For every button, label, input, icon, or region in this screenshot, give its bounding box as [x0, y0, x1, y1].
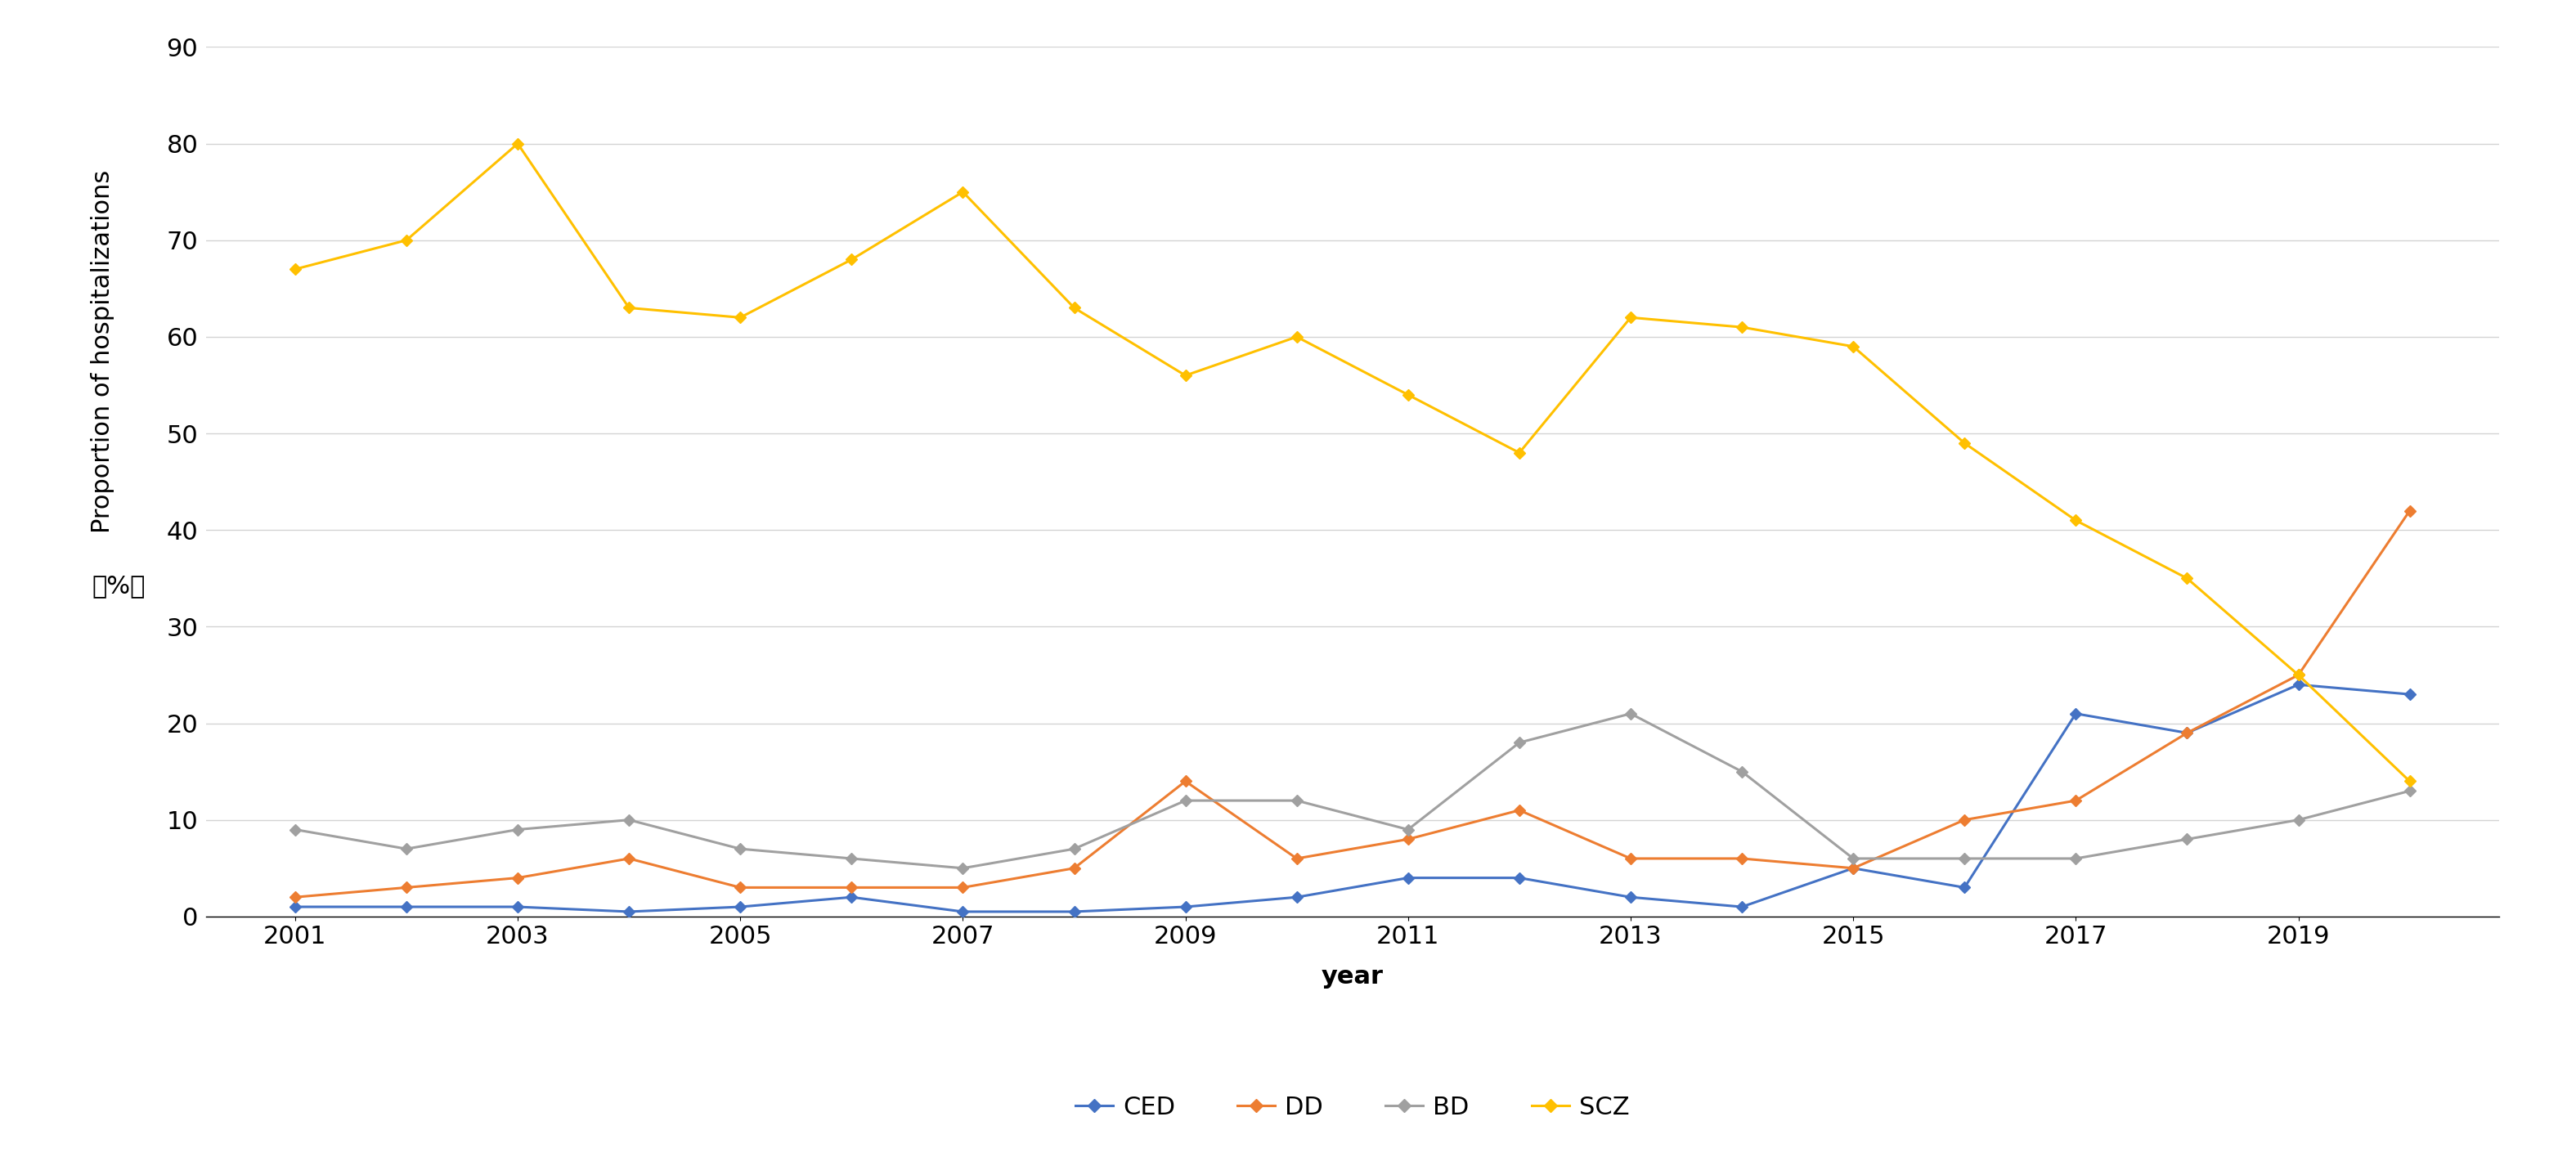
SCZ [392, 233, 422, 247]
DD [1394, 832, 1425, 846]
CED [502, 900, 533, 914]
CED [837, 891, 868, 905]
Line: DD: DD [291, 506, 2414, 901]
DD [1615, 852, 1646, 866]
BD [1170, 793, 1200, 807]
CED [1280, 891, 1311, 905]
BD [1504, 736, 1535, 750]
DD [2282, 667, 2313, 682]
DD [392, 880, 422, 894]
Line: SCZ: SCZ [291, 140, 2414, 785]
DD [1950, 813, 1981, 827]
BD [1615, 706, 1646, 720]
CED [1950, 880, 1981, 894]
CED [1170, 900, 1200, 914]
CED [1059, 905, 1090, 919]
DD [613, 852, 644, 866]
CED [948, 905, 979, 919]
DD [1059, 861, 1090, 875]
CED [1837, 861, 1868, 875]
Line: CED: CED [291, 680, 2414, 915]
SCZ [837, 253, 868, 267]
BD [613, 813, 644, 827]
CED [724, 900, 755, 914]
CED [613, 905, 644, 919]
BD [1394, 822, 1425, 837]
SCZ [281, 262, 312, 276]
SCZ [1950, 436, 1981, 450]
SCZ [613, 301, 644, 315]
Text: Proportion of hospitalizations: Proportion of hospitalizations [90, 169, 116, 533]
CED [2393, 687, 2424, 701]
BD [1059, 841, 1090, 855]
DD [948, 880, 979, 894]
CED [1726, 900, 1757, 914]
SCZ [1504, 445, 1535, 459]
CED [2282, 678, 2313, 692]
DD [837, 880, 868, 894]
SCZ [2061, 513, 2092, 528]
BD [502, 822, 533, 837]
BD [281, 822, 312, 837]
BD [2172, 832, 2202, 846]
SCZ [1059, 301, 1090, 315]
DD [1837, 861, 1868, 875]
CED [392, 900, 422, 914]
SCZ [2393, 774, 2424, 788]
Text: （%）: （%） [93, 575, 147, 598]
Line: BD: BD [291, 710, 2414, 872]
DD [1280, 852, 1311, 866]
BD [2282, 813, 2313, 827]
DD [281, 891, 312, 905]
BD [948, 861, 979, 875]
SCZ [1280, 330, 1311, 344]
DD [2172, 726, 2202, 740]
SCZ [1394, 388, 1425, 402]
BD [2061, 852, 2092, 866]
DD [1170, 774, 1200, 788]
BD [724, 841, 755, 855]
DD [2061, 793, 2092, 807]
X-axis label: year: year [1321, 965, 1383, 989]
SCZ [2282, 667, 2313, 682]
SCZ [1837, 340, 1868, 354]
CED [281, 900, 312, 914]
DD [1504, 804, 1535, 818]
SCZ [1726, 320, 1757, 334]
CED [2061, 706, 2092, 720]
SCZ [2172, 571, 2202, 585]
BD [392, 841, 422, 855]
SCZ [1170, 369, 1200, 383]
SCZ [502, 136, 533, 150]
BD [1280, 793, 1311, 807]
CED [2172, 726, 2202, 740]
SCZ [724, 310, 755, 324]
DD [502, 871, 533, 885]
SCZ [948, 184, 979, 199]
Legend: CED, DD, BD, SCZ: CED, DD, BD, SCZ [1064, 1086, 1641, 1129]
CED [1394, 871, 1425, 885]
DD [1726, 852, 1757, 866]
BD [837, 852, 868, 866]
BD [1950, 852, 1981, 866]
SCZ [1615, 310, 1646, 324]
DD [724, 880, 755, 894]
BD [1837, 852, 1868, 866]
CED [1504, 871, 1535, 885]
DD [2393, 504, 2424, 518]
CED [1615, 891, 1646, 905]
BD [2393, 784, 2424, 798]
BD [1726, 765, 1757, 779]
